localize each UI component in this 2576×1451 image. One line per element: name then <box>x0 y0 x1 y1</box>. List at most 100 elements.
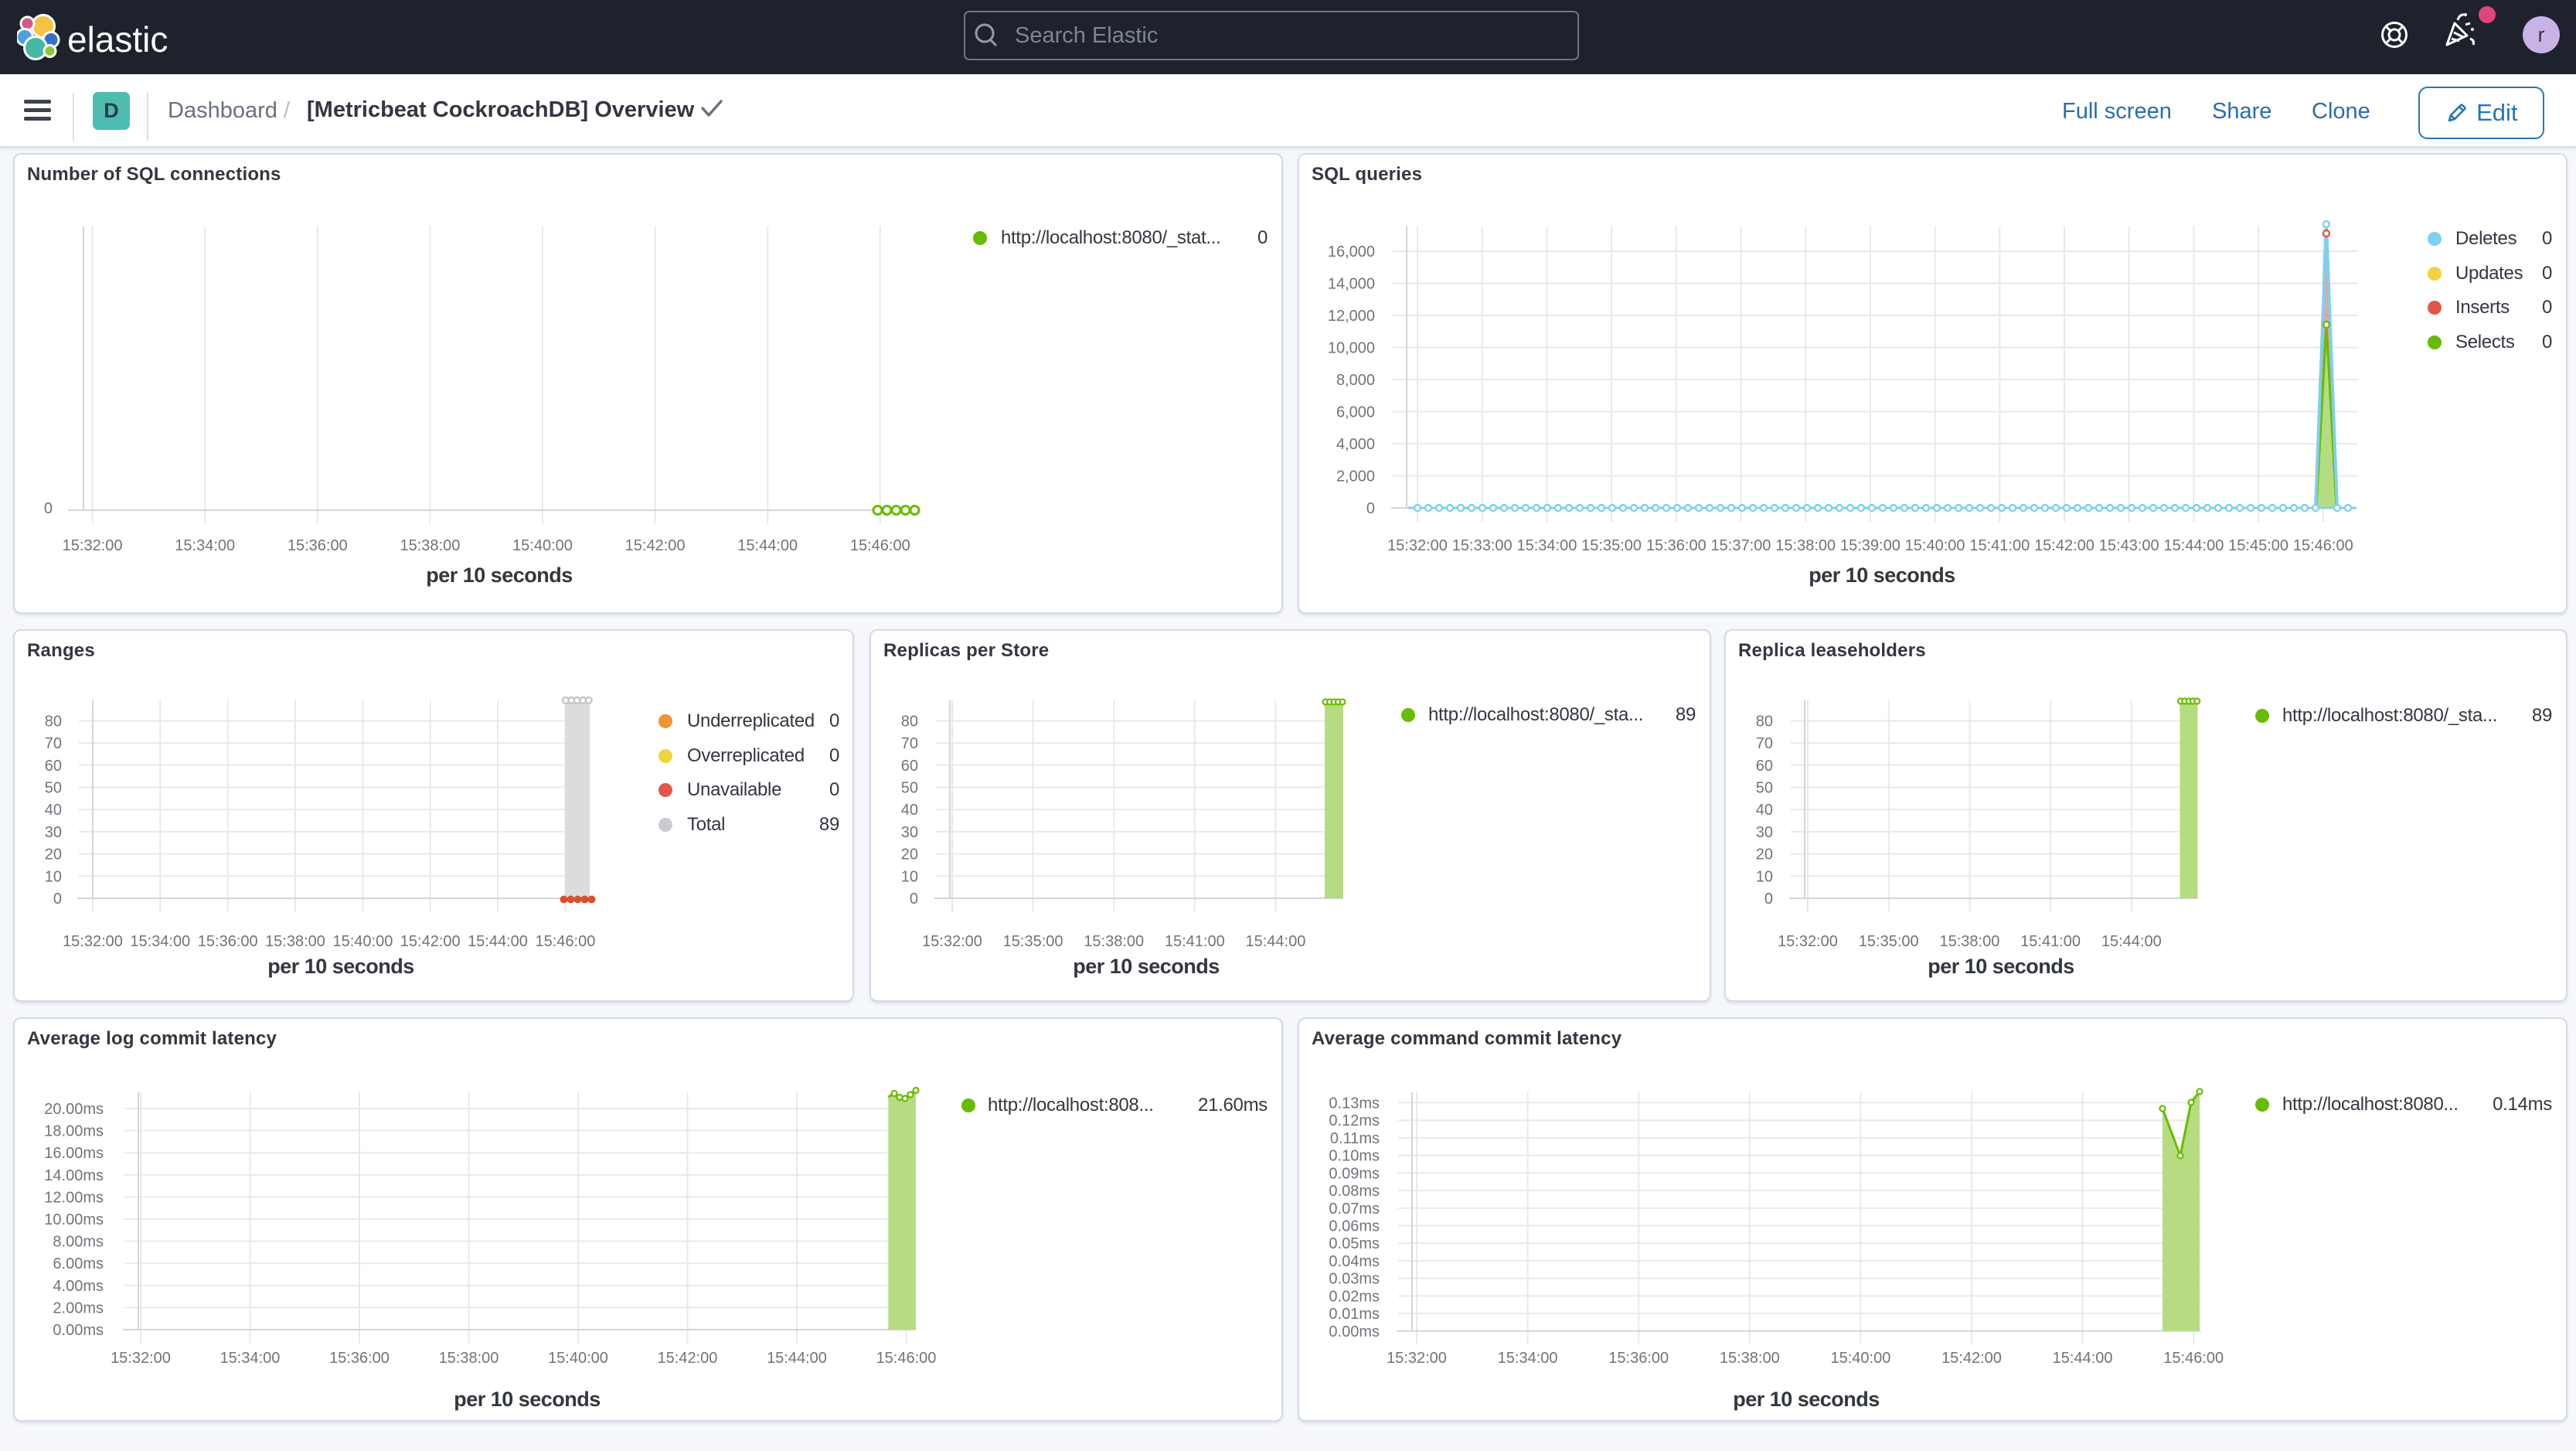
svg-text:0.09ms: 0.09ms <box>1329 1165 1380 1182</box>
svg-text:10.00ms: 10.00ms <box>44 1211 104 1228</box>
svg-text:15:36:00: 15:36:00 <box>1646 537 1707 554</box>
svg-text:per 10 seconds: per 10 seconds <box>426 564 573 587</box>
svg-text:15:41:00: 15:41:00 <box>1165 933 1225 950</box>
svg-text:15:32:00: 15:32:00 <box>922 933 982 950</box>
svg-text:0: 0 <box>1366 500 1375 517</box>
svg-text:0.12ms: 0.12ms <box>1329 1112 1380 1129</box>
svg-text:20.00ms: 20.00ms <box>44 1101 104 1118</box>
svg-text:15:43:00: 15:43:00 <box>2099 537 2159 554</box>
svg-text:15:38:00: 15:38:00 <box>265 933 325 950</box>
svg-text:15:35:00: 15:35:00 <box>1581 537 1642 554</box>
svg-text:40: 40 <box>45 802 62 819</box>
svg-text:15:35:00: 15:35:00 <box>1859 933 1919 950</box>
svg-text:8.00ms: 8.00ms <box>53 1234 104 1251</box>
svg-text:0.04ms: 0.04ms <box>1329 1253 1380 1270</box>
svg-text:15:40:00: 15:40:00 <box>1830 1350 1890 1367</box>
svg-text:15:46:00: 15:46:00 <box>2163 1350 2224 1367</box>
svg-text:15:34:00: 15:34:00 <box>1498 1350 1558 1367</box>
svg-text:0.10ms: 0.10ms <box>1329 1148 1380 1165</box>
svg-text:15:38:00: 15:38:00 <box>1775 537 1836 554</box>
svg-text:12.00ms: 12.00ms <box>44 1189 104 1206</box>
svg-text:2.00ms: 2.00ms <box>53 1299 104 1316</box>
svg-text:15:38:00: 15:38:00 <box>439 1350 499 1367</box>
svg-text:15:34:00: 15:34:00 <box>130 933 190 950</box>
svg-text:0.00ms: 0.00ms <box>1329 1323 1380 1340</box>
svg-text:15:44:00: 15:44:00 <box>468 933 528 950</box>
svg-text:15:38:00: 15:38:00 <box>1939 933 1999 950</box>
svg-text:15:38:00: 15:38:00 <box>1084 933 1144 950</box>
svg-text:15:34:00: 15:34:00 <box>175 537 235 554</box>
svg-text:15:32:00: 15:32:00 <box>111 1350 171 1367</box>
svg-text:15:38:00: 15:38:00 <box>1720 1350 1780 1367</box>
svg-text:per 10 seconds: per 10 seconds <box>1073 955 1220 978</box>
svg-text:15:42:00: 15:42:00 <box>2034 537 2094 554</box>
svg-text:0: 0 <box>44 500 53 517</box>
svg-text:0.06ms: 0.06ms <box>1329 1218 1380 1235</box>
svg-text:15:36:00: 15:36:00 <box>1608 1350 1669 1367</box>
svg-text:15:46:00: 15:46:00 <box>2293 537 2353 554</box>
svg-text:6,000: 6,000 <box>1336 404 1375 421</box>
svg-text:70: 70 <box>901 735 918 752</box>
svg-text:15:32:00: 15:32:00 <box>1387 537 1448 554</box>
svg-text:0.01ms: 0.01ms <box>1329 1306 1380 1323</box>
svg-text:15:41:00: 15:41:00 <box>2020 933 2081 950</box>
svg-text:20: 20 <box>45 846 62 863</box>
svg-text:15:42:00: 15:42:00 <box>625 537 686 554</box>
svg-text:30: 30 <box>45 824 62 841</box>
svg-text:15:40:00: 15:40:00 <box>512 537 573 554</box>
svg-text:70: 70 <box>1756 735 1773 752</box>
svg-text:80: 80 <box>45 713 62 730</box>
svg-text:0: 0 <box>910 891 918 908</box>
svg-text:0.02ms: 0.02ms <box>1329 1288 1380 1305</box>
svg-text:15:46:00: 15:46:00 <box>850 537 910 554</box>
svg-text:15:36:00: 15:36:00 <box>329 1350 390 1367</box>
svg-text:15:44:00: 15:44:00 <box>767 1350 827 1367</box>
svg-text:per 10 seconds: per 10 seconds <box>1928 955 2074 978</box>
svg-text:per 10 seconds: per 10 seconds <box>267 955 414 978</box>
svg-text:30: 30 <box>1756 824 1773 841</box>
svg-text:14,000: 14,000 <box>1328 276 1375 293</box>
svg-text:15:40:00: 15:40:00 <box>1905 537 1965 554</box>
svg-text:50: 50 <box>1756 780 1773 797</box>
svg-text:16,000: 16,000 <box>1328 244 1375 261</box>
svg-text:4,000: 4,000 <box>1336 436 1375 453</box>
svg-text:18.00ms: 18.00ms <box>44 1123 104 1140</box>
svg-text:15:40:00: 15:40:00 <box>548 1350 608 1367</box>
svg-text:per 10 seconds: per 10 seconds <box>1733 1388 1880 1411</box>
svg-text:15:42:00: 15:42:00 <box>400 933 461 950</box>
svg-text:15:34:00: 15:34:00 <box>1516 537 1577 554</box>
svg-text:10,000: 10,000 <box>1328 340 1375 357</box>
svg-text:15:39:00: 15:39:00 <box>1840 537 1901 554</box>
svg-text:15:45:00: 15:45:00 <box>2228 537 2288 554</box>
svg-text:15:37:00: 15:37:00 <box>1711 537 1771 554</box>
svg-text:20: 20 <box>901 846 918 863</box>
svg-text:10: 10 <box>45 868 62 885</box>
svg-text:60: 60 <box>1756 758 1773 775</box>
svg-text:15:44:00: 15:44:00 <box>2163 537 2224 554</box>
svg-text:15:44:00: 15:44:00 <box>1245 933 1305 950</box>
svg-text:0.00ms: 0.00ms <box>53 1322 104 1339</box>
svg-text:15:34:00: 15:34:00 <box>220 1350 281 1367</box>
svg-text:12,000: 12,000 <box>1328 308 1375 325</box>
svg-text:4.00ms: 4.00ms <box>53 1278 104 1295</box>
svg-text:15:44:00: 15:44:00 <box>2101 933 2162 950</box>
svg-text:70: 70 <box>45 735 62 752</box>
svg-text:30: 30 <box>901 824 918 841</box>
svg-text:14.00ms: 14.00ms <box>44 1167 104 1184</box>
svg-text:15:41:00: 15:41:00 <box>1969 537 2030 554</box>
svg-text:per 10 seconds: per 10 seconds <box>454 1388 601 1411</box>
svg-text:0.07ms: 0.07ms <box>1329 1201 1380 1218</box>
svg-text:60: 60 <box>45 758 62 775</box>
svg-text:15:42:00: 15:42:00 <box>658 1350 718 1367</box>
svg-text:2,000: 2,000 <box>1336 468 1375 485</box>
svg-text:0: 0 <box>1764 891 1773 908</box>
svg-text:50: 50 <box>901 780 918 797</box>
svg-text:16.00ms: 16.00ms <box>44 1145 104 1162</box>
svg-text:0.13ms: 0.13ms <box>1329 1095 1380 1112</box>
svg-text:10: 10 <box>901 868 918 885</box>
svg-text:0.05ms: 0.05ms <box>1329 1235 1380 1252</box>
svg-text:15:42:00: 15:42:00 <box>1941 1350 2002 1367</box>
svg-text:80: 80 <box>901 713 918 730</box>
svg-text:15:46:00: 15:46:00 <box>876 1350 937 1367</box>
svg-text:15:44:00: 15:44:00 <box>2053 1350 2113 1367</box>
